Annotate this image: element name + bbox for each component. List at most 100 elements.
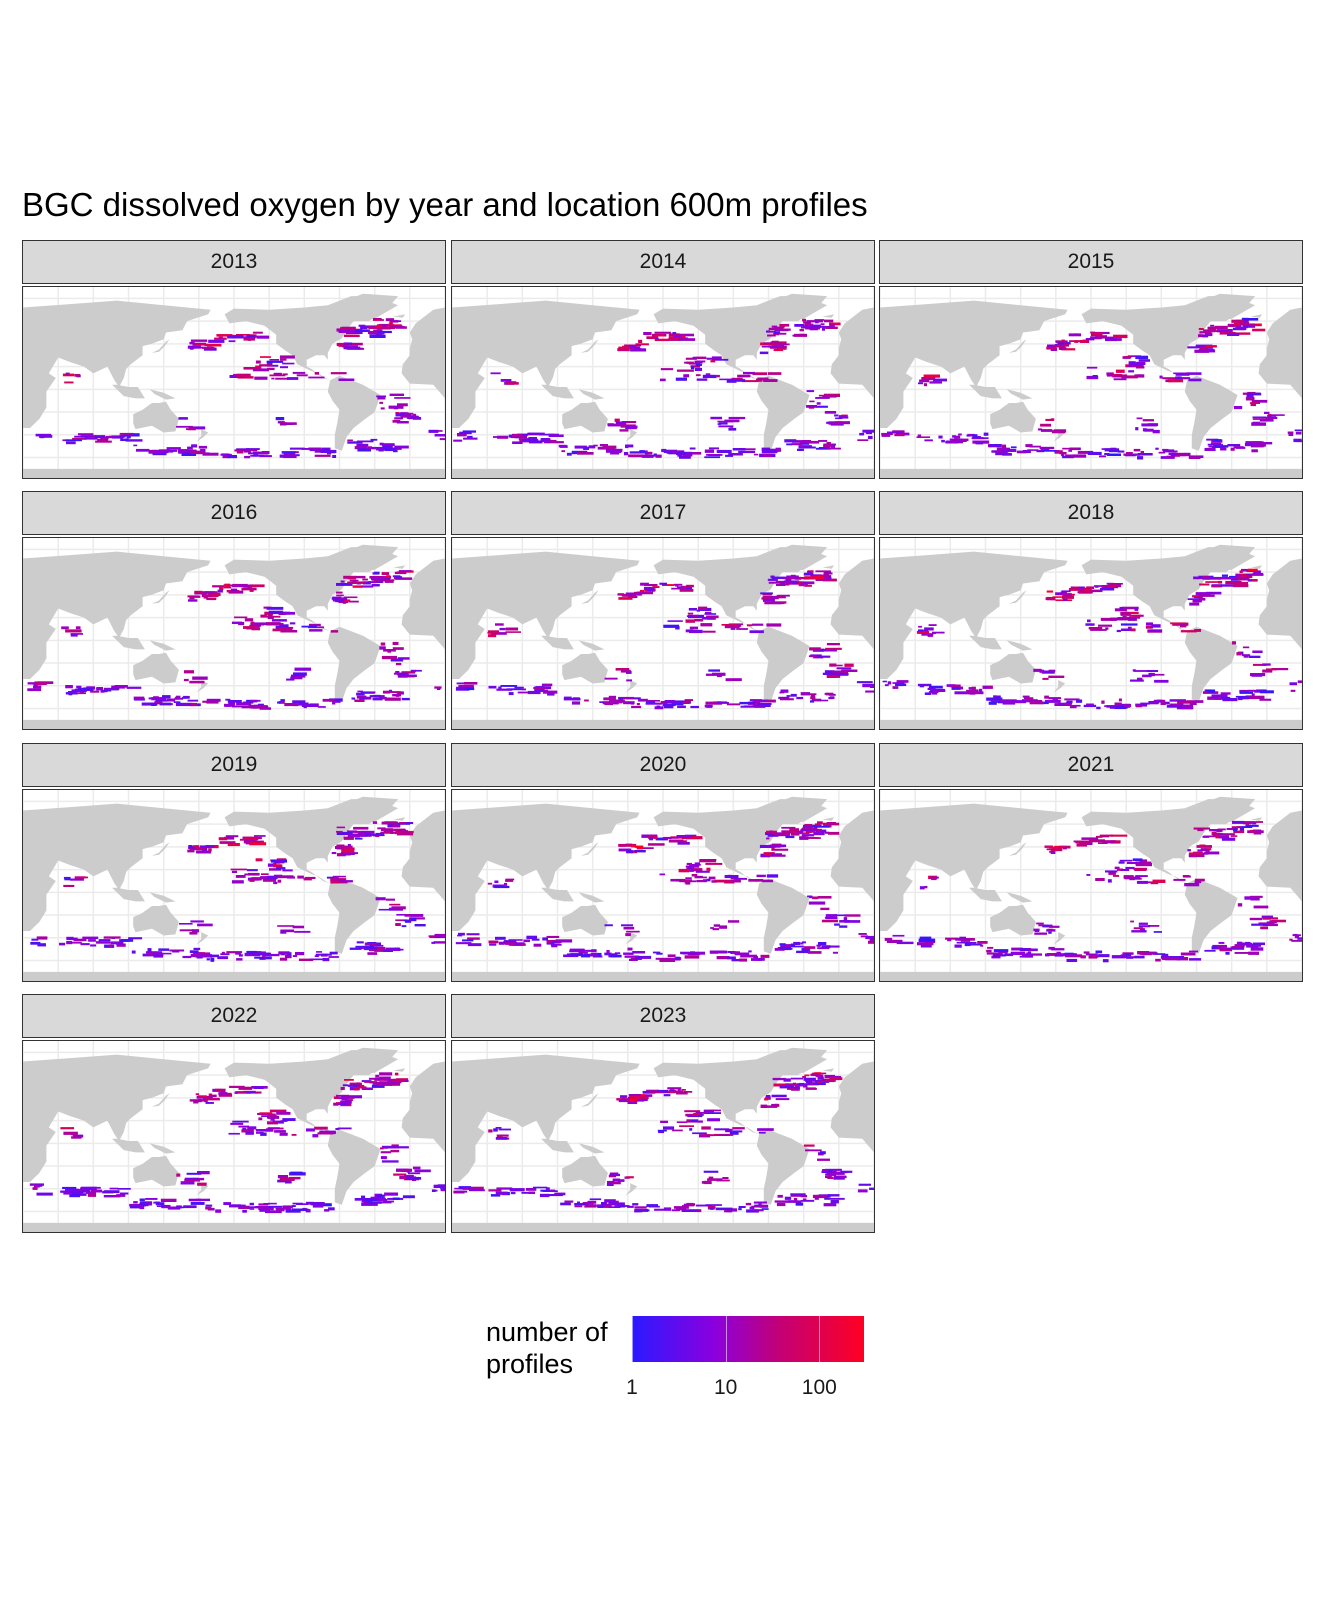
profile-cell — [834, 421, 850, 425]
land-polygon — [1202, 796, 1256, 825]
land-polygon — [196, 932, 209, 945]
profile-cell — [781, 826, 796, 829]
profile-cell — [810, 827, 818, 830]
profile-cell — [655, 334, 665, 337]
profile-cell — [176, 1205, 182, 1209]
profile-cell — [1046, 953, 1060, 956]
profile-cell — [826, 822, 836, 825]
profile-cell — [342, 345, 358, 348]
profile-cell — [564, 1200, 574, 1203]
profile-cell — [371, 583, 380, 587]
profile-cell — [1175, 376, 1182, 380]
profile-cell — [676, 956, 680, 959]
profile-cell — [739, 958, 747, 962]
profile-cell — [1121, 375, 1138, 379]
profile-cells — [35, 318, 445, 459]
profile-cell — [1204, 851, 1220, 855]
profile-cell — [773, 331, 781, 334]
profile-cell — [244, 952, 261, 957]
profile-cell — [1126, 956, 1134, 959]
profile-cell — [780, 944, 792, 948]
profile-cell — [824, 411, 837, 414]
profile-cell — [844, 920, 861, 923]
profile-cell — [104, 944, 115, 948]
map-svg — [452, 287, 874, 478]
profile-cell — [618, 696, 634, 700]
profile-cell — [1267, 414, 1285, 416]
profile-cell — [343, 346, 361, 350]
profile-cell — [1231, 319, 1244, 323]
profile-cell — [399, 1176, 405, 1180]
profile-cell — [817, 944, 821, 947]
profile-cell — [947, 938, 952, 942]
profile-cell — [1074, 340, 1079, 343]
profile-cell — [993, 695, 997, 699]
map-panel — [22, 537, 446, 730]
profile-cell — [821, 919, 838, 923]
profile-cell — [63, 1191, 72, 1195]
profile-cell — [244, 618, 254, 622]
land-polygon — [149, 389, 176, 400]
profile-cell — [790, 832, 800, 836]
profile-cell — [149, 449, 156, 453]
profile-cell — [625, 427, 637, 430]
profile-cell — [458, 932, 465, 936]
profile-cell — [1251, 449, 1258, 453]
profile-cell — [1250, 897, 1260, 901]
profile-cell — [1253, 905, 1269, 909]
profile-cell — [210, 1094, 217, 1097]
profile-cell — [357, 690, 363, 693]
profile-cell — [624, 452, 629, 456]
profile-cell — [336, 1102, 341, 1104]
profile-cell — [190, 339, 208, 342]
land-polygon — [196, 1183, 209, 1196]
profile-cell — [259, 455, 272, 458]
land-polygon — [830, 558, 874, 650]
profile-cell — [1042, 924, 1053, 928]
profile-cell — [832, 670, 843, 673]
profile-cell — [410, 917, 417, 921]
profile-cell — [1158, 451, 1165, 454]
profile-cell — [328, 956, 339, 958]
land-polygon — [969, 887, 1002, 902]
profile-cell — [776, 332, 787, 335]
profile-cell — [1180, 625, 1187, 628]
profile-cell — [308, 376, 325, 379]
profile-cell — [1194, 878, 1205, 882]
profile-cell — [285, 954, 292, 959]
profile-cell — [395, 923, 401, 926]
profile-cell — [1025, 953, 1042, 956]
profile-cell — [273, 881, 278, 885]
land-polygon — [756, 1129, 810, 1205]
profile-cell — [708, 447, 719, 450]
profile-cell — [63, 884, 75, 887]
land-polygon — [541, 384, 574, 399]
profile-cell — [758, 1131, 766, 1134]
profile-cell — [792, 440, 806, 443]
profile-cell — [1077, 450, 1094, 454]
profile-cell — [505, 381, 517, 384]
profile-cell — [719, 925, 727, 929]
profile-cell — [1063, 343, 1069, 347]
profile-cell — [335, 599, 345, 603]
profile-cell — [352, 585, 363, 588]
profile-cell — [1289, 938, 1293, 941]
profile-cell — [372, 697, 383, 701]
profile-cell — [919, 684, 925, 688]
profile-cell — [488, 634, 497, 638]
profile-cell — [285, 1209, 301, 1213]
profile-cell — [250, 699, 261, 702]
profile-cell — [721, 624, 737, 626]
profile-cell — [388, 689, 393, 693]
profile-cell — [771, 596, 778, 599]
profile-cell — [261, 873, 269, 875]
profile-cell — [342, 601, 347, 604]
profile-cell — [818, 447, 830, 449]
profile-cell — [189, 847, 206, 851]
profile-cell — [1239, 691, 1253, 694]
profile-cell — [102, 1190, 114, 1194]
profile-cell — [865, 690, 874, 693]
profile-cell — [604, 677, 618, 680]
profile-cell — [558, 444, 567, 448]
profile-cell — [1168, 379, 1183, 383]
